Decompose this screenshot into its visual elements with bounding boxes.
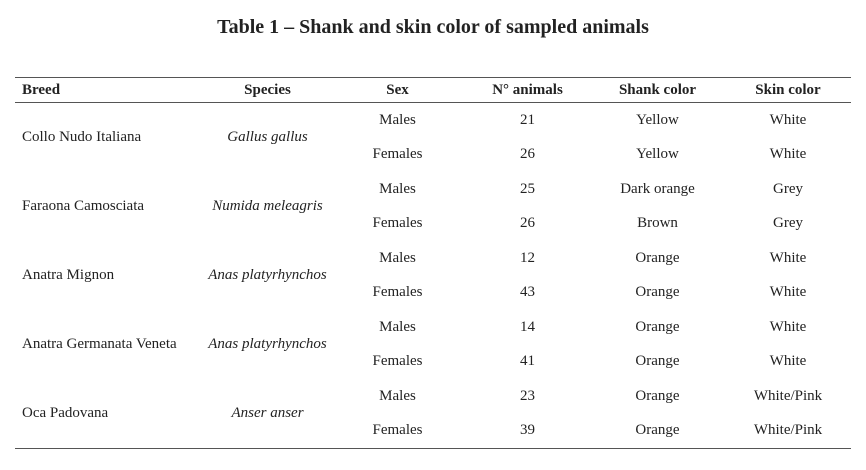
skin-color-cell: White	[769, 146, 807, 163]
header-row: Breed Species Sex N° animals Shank color Skin…	[15, 77, 851, 103]
skin-color-cell: White	[769, 284, 807, 301]
header-cell: Skin color	[725, 77, 851, 103]
table-row: Anatra Mignon Anas platyrhynchos Males 12 Or…	[15, 241, 851, 283]
sex-cell: Females	[372, 284, 423, 301]
shank-color-cell: Dark orange	[620, 180, 695, 197]
species-cell: Numida meleagris	[212, 198, 323, 214]
table-row: Females 41 Orange White	[15, 345, 851, 380]
shank-color-cell: Orange	[635, 318, 680, 335]
breed-cell: Anatra Germanata Veneta	[22, 336, 177, 352]
sex-cell: Females	[372, 353, 423, 370]
shank-color-cell: Yellow	[636, 111, 679, 128]
table-row: Females 26 Brown Grey	[15, 207, 851, 242]
breed-cell: Oca Padovana	[22, 405, 109, 421]
shank-color-cell: Yellow	[636, 146, 679, 163]
table-row: Collo Nudo Italiana Gallus gallus Males 21 Y…	[15, 103, 851, 145]
count-cell: 12	[520, 249, 535, 266]
sex-cell: Males	[379, 180, 416, 197]
sex-cell: Males	[379, 249, 416, 266]
sex-cell: Females	[372, 146, 423, 163]
table-row: Females 43 Orange White	[15, 276, 851, 311]
skin-color-cell: Grey	[773, 180, 803, 197]
shank-color-cell: Orange	[635, 284, 680, 301]
header-cell: Breed	[15, 77, 205, 103]
header-cell: Species	[205, 77, 330, 103]
skin-color-cell: Grey	[773, 215, 803, 232]
skin-color-cell: White	[769, 111, 807, 128]
breed-cell: Collo Nudo Italiana	[22, 129, 142, 145]
shank-color-cell: Brown	[637, 215, 678, 232]
sex-cell: Males	[379, 318, 416, 335]
skin-color-cell: White	[769, 353, 807, 370]
skin-color-cell: White	[769, 249, 807, 266]
header-cell: Sex	[330, 77, 465, 103]
table-body: Collo Nudo Italiana Gallus gallus Males 21 Y…	[15, 103, 851, 449]
data-table: Breed Species Sex N° animals Shank color Skin…	[15, 77, 851, 449]
count-cell: 23	[520, 387, 535, 404]
count-cell: 25	[520, 180, 535, 197]
sex-cell: Males	[379, 387, 416, 404]
header-cell: N° animals	[465, 77, 590, 103]
table-title: Table 1 – Shank and skin color of sample…	[217, 16, 649, 38]
skin-color-cell: White	[769, 318, 807, 335]
species-cell: Anas platyrhynchos	[208, 336, 327, 352]
shank-color-cell: Orange	[635, 249, 680, 266]
shank-color-cell: Orange	[635, 422, 680, 439]
shank-color-cell: Orange	[635, 353, 680, 370]
table-row: Anatra Germanata Veneta Anas platyrhyncho…	[15, 310, 851, 352]
count-cell: 21	[520, 111, 535, 128]
sex-cell: Females	[372, 215, 423, 232]
header-cell: Shank color	[590, 77, 725, 103]
sex-cell: Males	[379, 111, 416, 128]
breed-cell: Faraona Camosciata	[22, 198, 145, 214]
shank-color-cell: Orange	[635, 387, 680, 404]
skin-color-cell: White/Pink	[753, 422, 823, 439]
count-cell: 43	[520, 284, 535, 301]
sex-cell: Females	[372, 422, 423, 439]
skin-color-cell: White/Pink	[753, 387, 823, 404]
species-cell: Anser anser	[231, 405, 304, 421]
species-cell: Anas platyrhynchos	[208, 267, 327, 283]
count-cell: 39	[520, 422, 535, 439]
species-cell: Gallus gallus	[227, 129, 308, 145]
table-row: Faraona Camosciata Numida meleagris Males 2…	[15, 172, 851, 214]
table-header: Breed Species Sex N° animals Shank color Skin…	[15, 77, 851, 103]
table-row: Females 26 Yellow White	[15, 138, 851, 173]
table-row: Oca Padovana Anser anser Males 23 Orange Whit…	[15, 379, 851, 421]
count-cell: 14	[520, 318, 535, 335]
count-cell: 41	[520, 353, 535, 370]
table-row: Females 39 Orange White/Pink	[15, 414, 851, 449]
breed-cell: Anatra Mignon	[22, 267, 115, 283]
count-cell: 26	[520, 215, 535, 232]
count-cell: 26	[520, 146, 535, 163]
